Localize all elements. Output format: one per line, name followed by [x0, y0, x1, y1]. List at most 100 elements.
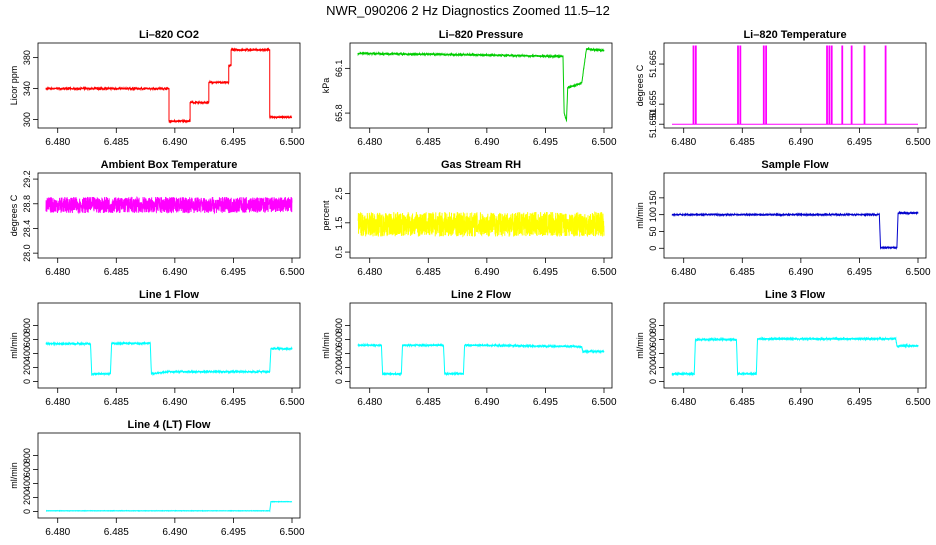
chart-title: Line 2 Flow — [451, 289, 511, 301]
x-tick-label: 6.490 — [162, 267, 187, 278]
x-tick-label: 6.490 — [474, 397, 499, 408]
x-tick-label: 6.500 — [591, 267, 616, 278]
chart-panel-3: Li–820 Temperature 6.480 6.485 6.490 6.495 6.… — [635, 29, 931, 148]
y-tick-label: 200 — [22, 360, 32, 375]
y-tick-label: 65.8 — [334, 104, 344, 122]
x-tick-label: 6.485 — [416, 397, 441, 408]
chart-title: Sample Flow — [761, 159, 829, 171]
data-series-line — [672, 45, 918, 125]
x-tick-label: 6.500 — [279, 267, 304, 278]
x-tick-label: 6.495 — [847, 137, 872, 148]
x-tick-label: 6.490 — [788, 267, 813, 278]
y-tick-label: 600 — [22, 462, 32, 477]
x-tick-label: 6.485 — [104, 397, 129, 408]
y-axis-label: degrees C — [635, 64, 645, 106]
plot-frame — [37, 302, 301, 389]
x-tick-label: 6.485 — [104, 137, 129, 148]
x-tick-label: 6.490 — [162, 137, 187, 148]
plot-frame — [663, 172, 927, 259]
y-tick-label: 51.655 — [648, 90, 658, 118]
y-tick-label: 400 — [648, 346, 658, 361]
x-tick-label: 6.480 — [671, 137, 696, 148]
x-tick-label: 6.495 — [221, 397, 246, 408]
x-tick-label: 6.490 — [162, 397, 187, 408]
x-tick-label: 6.500 — [905, 397, 930, 408]
y-axis-label: ml/min — [9, 462, 19, 489]
x-tick-label: 6.495 — [221, 527, 246, 538]
plot-frame — [37, 42, 301, 129]
y-tick-label: 200 — [334, 360, 344, 375]
x-tick-label: 6.500 — [591, 137, 616, 148]
plot-frame — [349, 172, 613, 259]
y-tick-label: 200 — [648, 360, 658, 375]
x-tick-label: 6.485 — [104, 267, 129, 278]
y-tick-label: 0 — [22, 379, 32, 384]
y-tick-label: 50 — [648, 226, 658, 236]
x-tick-label: 6.490 — [788, 397, 813, 408]
x-tick-label: 6.500 — [905, 137, 930, 148]
y-tick-label: 0 — [648, 379, 658, 384]
x-tick-label: 6.480 — [671, 397, 696, 408]
x-tick-label: 6.500 — [905, 267, 930, 278]
x-tick-label: 6.495 — [847, 267, 872, 278]
y-tick-label: 300 — [22, 112, 32, 127]
y-tick-label: 28.4 — [22, 220, 32, 238]
x-tick-label: 6.485 — [730, 397, 755, 408]
x-tick-label: 6.490 — [474, 137, 499, 148]
y-axis-label: ml/min — [635, 202, 645, 229]
y-tick-label: 800 — [334, 318, 344, 333]
y-tick-label: 0.5 — [334, 246, 344, 259]
y-axis-label: ml/min — [9, 332, 19, 359]
data-series-line — [357, 46, 605, 123]
x-tick-label: 6.480 — [671, 267, 696, 278]
y-tick-label: 400 — [22, 346, 32, 361]
chart-panel-1: Li–820 CO2 6.480 6.485 6.490 6.495 6.500 300 34… — [9, 29, 305, 148]
x-tick-label: 6.500 — [279, 137, 304, 148]
chart-panel-2: Li–820 Pressure 6.480 6.485 6.490 6.495 6.500… — [321, 29, 617, 148]
x-tick-label: 6.485 — [416, 137, 441, 148]
x-tick-label: 6.495 — [533, 267, 558, 278]
y-tick-label: 0 — [648, 246, 658, 251]
data-series-line — [357, 342, 605, 377]
chart-panel-5: Gas Stream RH 6.480 6.485 6.490 6.495 6.500 0.… — [321, 159, 617, 278]
x-tick-label: 6.480 — [357, 267, 382, 278]
data-series-line — [45, 196, 293, 215]
y-tick-label: 800 — [648, 318, 658, 333]
x-tick-label: 6.490 — [788, 137, 813, 148]
chart-panel-6: Sample Flow 6.480 6.485 6.490 6.495 6.500 0 50 1… — [635, 159, 931, 278]
chart-title: Li–820 Temperature — [743, 29, 846, 41]
chart-panel-7: Line 1 Flow 6.480 6.485 6.490 6.495 6.500 0 200… — [9, 289, 305, 408]
plot-frame — [349, 302, 613, 389]
plot-frame — [349, 42, 613, 129]
page-title: NWR_090206 2 Hz Diagnostics Zoomed 11.5–… — [326, 3, 610, 18]
y-tick-label: 150 — [648, 190, 658, 205]
y-axis-label: kPa — [321, 78, 331, 94]
chart-panel-8: Line 2 Flow 6.480 6.485 6.490 6.495 6.500 0 200… — [321, 289, 617, 408]
y-tick-label: 380 — [22, 50, 32, 65]
y-tick-label: 28.0 — [22, 244, 32, 262]
x-tick-label: 6.490 — [474, 267, 499, 278]
y-tick-label: 600 — [334, 332, 344, 347]
x-tick-label: 6.495 — [221, 137, 246, 148]
y-tick-label: 0 — [22, 509, 32, 514]
chart-panel-9: Line 3 Flow 6.480 6.485 6.490 6.495 6.500 0 200… — [635, 289, 931, 408]
y-tick-label: 51.650 — [648, 110, 658, 138]
data-series-line — [671, 210, 919, 251]
chart-title: Li–820 Pressure — [439, 29, 523, 41]
data-series-line — [671, 336, 919, 377]
x-tick-label: 6.495 — [533, 397, 558, 408]
x-tick-label: 6.480 — [45, 137, 70, 148]
x-tick-label: 6.485 — [730, 137, 755, 148]
data-series-line — [357, 211, 605, 238]
chart-panel-10: Line 4 (LT) Flow 6.480 6.485 6.490 6.495 6.50… — [9, 419, 305, 538]
y-axis-label: ml/min — [635, 332, 645, 359]
y-tick-label: 100 — [648, 207, 658, 222]
plot-frame — [37, 172, 301, 259]
x-tick-label: 6.495 — [221, 267, 246, 278]
x-tick-label: 6.480 — [45, 267, 70, 278]
y-tick-label: 600 — [648, 332, 658, 347]
y-tick-label: 600 — [22, 332, 32, 347]
y-tick-label: 400 — [334, 346, 344, 361]
